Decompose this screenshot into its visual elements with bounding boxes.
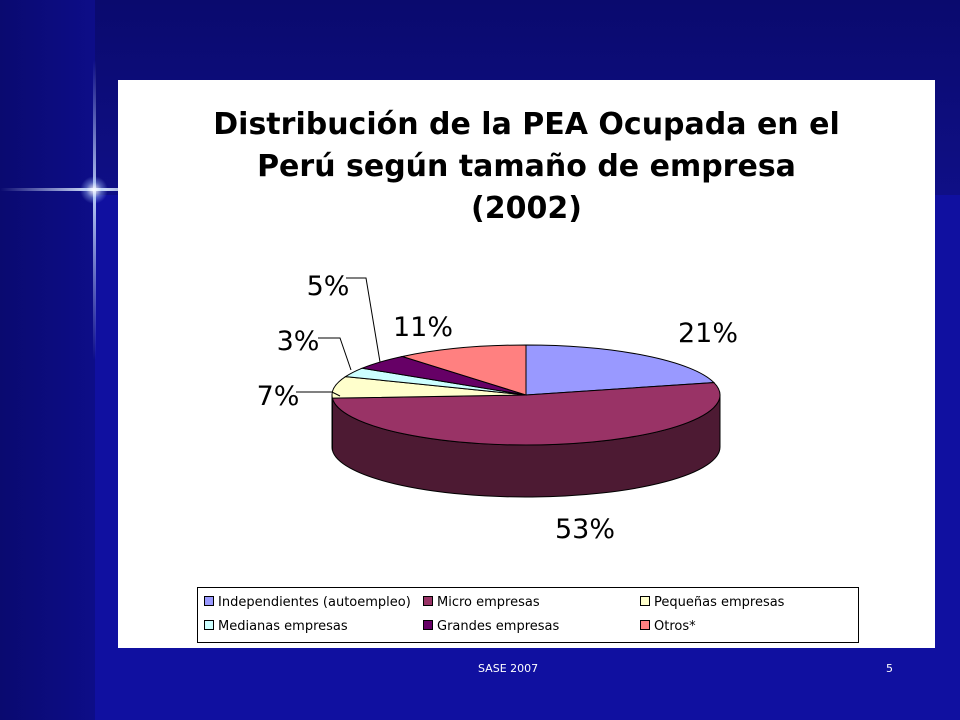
data-label-otros: 11%	[393, 312, 453, 343]
data-label-medianas: 3%	[277, 326, 320, 357]
legend-item-medianas: Medianas empresas	[204, 619, 348, 635]
chart-panel: Distribución de la PEA Ocupada en el Per…	[118, 80, 935, 648]
data-label-independientes: 21%	[678, 318, 738, 349]
chart-title-line-1: Distribución de la PEA Ocupada en el	[213, 107, 840, 142]
legend-label-grandes: Grandes empresas	[437, 619, 560, 634]
legend-label-otros: Otros*	[654, 619, 696, 634]
pie-slice-micro	[331, 382, 721, 446]
page-number: 5	[886, 662, 893, 675]
data-label-grandes: 5%	[307, 271, 350, 302]
legend-swatch-otros	[640, 620, 650, 630]
light-flare-vertical	[93, 60, 96, 360]
pie-chart: 21% 53% 7% 3% 5% 11%	[257, 271, 738, 545]
data-label-pequenas: 7%	[257, 381, 300, 412]
data-label-micro: 53%	[555, 514, 615, 545]
legend-label-medianas: Medianas empresas	[218, 619, 348, 634]
leader-line-medianas	[318, 337, 352, 371]
leader-line-grandes	[346, 277, 381, 363]
pie-slice-independientes	[525, 344, 716, 396]
pie-slice-otros	[400, 344, 527, 396]
legend-swatch-micro	[423, 596, 433, 606]
light-flare-glow	[80, 176, 108, 204]
footer-left-text: SASE 2007	[478, 662, 539, 675]
chart-title-line-2: Perú según tamaño de empresa	[257, 149, 796, 184]
legend-item-micro: Micro empresas	[423, 595, 540, 611]
legend-swatch-independientes	[204, 596, 214, 606]
legend-swatch-grandes	[423, 620, 433, 630]
legend-item-independientes: Independientes (autoempleo)	[204, 595, 411, 611]
legend-swatch-medianas	[204, 620, 214, 630]
chart-legend: Independientes (autoempleo) Micro empres…	[197, 587, 859, 643]
chart-title-line-3: (2002)	[471, 191, 582, 226]
leader-line-pequenas	[296, 391, 341, 397]
background-left-band	[0, 0, 95, 720]
legend-item-otros: Otros*	[640, 619, 696, 635]
legend-label-independientes: Independientes (autoempleo)	[218, 595, 411, 610]
legend-item-pequenas: Pequeñas empresas	[640, 595, 784, 611]
chart-title: Distribución de la PEA Ocupada en el Per…	[118, 104, 935, 230]
legend-swatch-pequenas	[640, 596, 650, 606]
legend-label-micro: Micro empresas	[437, 595, 540, 610]
legend-label-pequenas: Pequeñas empresas	[654, 595, 785, 610]
legend-item-grandes: Grandes empresas	[423, 619, 559, 635]
